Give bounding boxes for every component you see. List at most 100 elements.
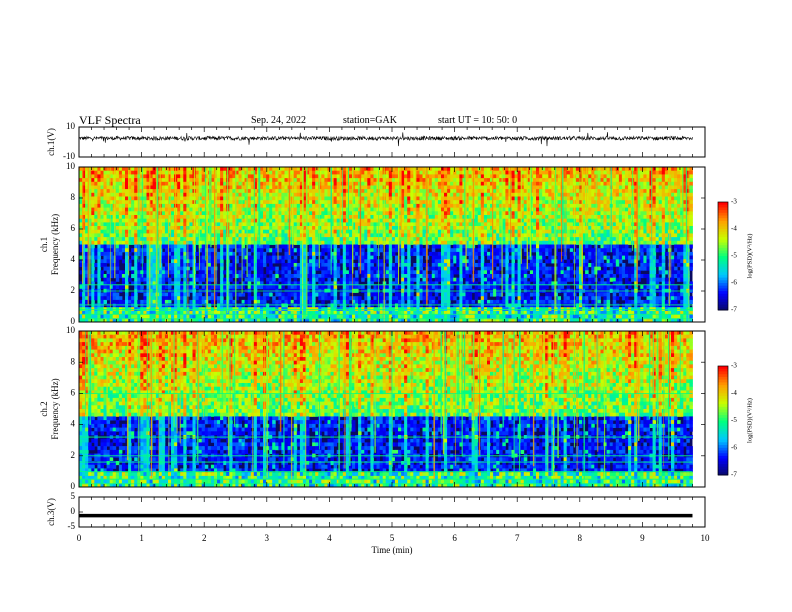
spectrogram-cell	[250, 207, 255, 212]
spectrogram-cell	[168, 237, 172, 242]
spectrogram-cell	[293, 281, 298, 286]
spectrogram-cell	[444, 192, 448, 197]
spectrogram-cell	[241, 266, 246, 271]
spectrogram-cell	[330, 196, 334, 201]
spectrogram-cell	[183, 251, 187, 256]
spectrogram-cell	[269, 281, 273, 286]
spectrogram-cell	[183, 222, 187, 227]
spectrogram-cell	[309, 299, 313, 304]
spectrogram-cell	[281, 215, 285, 220]
spectrogram-cell	[339, 196, 344, 201]
spectrogram-cell	[459, 181, 463, 186]
spectrogram-cell	[198, 192, 203, 197]
spectrogram-cell	[394, 299, 399, 304]
spectrogram-cell	[336, 255, 341, 260]
spectrogram-cell	[434, 203, 439, 208]
spectrogram-cell	[183, 240, 187, 245]
spectrogram-cell	[302, 185, 307, 190]
spectrogram-cell	[312, 251, 316, 256]
spectrogram-cell	[118, 244, 123, 249]
spectrogram-cell	[453, 240, 457, 245]
spectrogram-cell	[195, 274, 200, 279]
spectrogram-cell	[195, 185, 200, 190]
spectrogram-cell	[241, 270, 246, 275]
spectrogram-cell	[217, 229, 221, 234]
spectrogram-cell	[315, 178, 319, 183]
spectrogram-cell	[327, 277, 331, 282]
spectrogram-cell	[278, 240, 282, 245]
spectrogram-cell	[266, 292, 270, 297]
spectrogram-cell	[229, 233, 233, 238]
spectrogram-cell	[79, 226, 83, 231]
spectrogram-cell	[171, 251, 175, 256]
spectrogram-cell	[431, 233, 436, 238]
spectrogram-cell	[137, 274, 141, 279]
spectrogram-cell	[404, 218, 408, 223]
spectrogram-cell	[302, 200, 307, 205]
spectrogram-cell	[444, 263, 448, 268]
spectrogram-cell	[309, 233, 313, 238]
spectrogram-cell	[281, 200, 285, 205]
spectrogram-cell	[232, 189, 236, 194]
spectrogram-cell	[250, 285, 255, 290]
spectrogram-cell	[404, 263, 408, 268]
spectrogram-cell	[407, 270, 411, 275]
spectrogram-cell	[422, 207, 426, 212]
spectrogram-cell	[168, 226, 172, 231]
spectrogram-cell	[278, 314, 282, 319]
spectrogram-cell	[214, 318, 218, 323]
spectrogram-cell	[244, 255, 249, 260]
spectrogram-cell	[152, 270, 157, 275]
spectrogram-cell	[146, 178, 150, 183]
spectrogram-cell	[456, 263, 460, 268]
spectrogram-cell	[161, 318, 166, 323]
spectrogram-cell	[229, 200, 233, 205]
spectrogram-cell	[131, 211, 135, 216]
spectrogram-cell	[210, 196, 215, 201]
spectrogram-cell	[339, 240, 344, 245]
spectrogram-cell	[385, 314, 390, 319]
spectrogram-cell	[278, 303, 282, 308]
spectrogram-cell	[91, 203, 95, 208]
spectrogram-cell	[253, 251, 258, 256]
spectrogram-cell	[247, 222, 252, 227]
spectrogram-cell	[364, 244, 368, 249]
spectrogram-cell	[223, 203, 227, 208]
spectrogram-cell	[385, 229, 390, 234]
spectrogram-cell	[419, 292, 423, 297]
spectrogram-cell	[352, 167, 356, 172]
spectrogram-cell	[183, 170, 187, 175]
spectrogram-cell	[201, 240, 206, 245]
spectrogram-cell	[388, 218, 393, 223]
spectrogram-cell	[441, 277, 445, 282]
spectrogram-cell	[309, 174, 313, 179]
spectrogram-cell	[171, 237, 175, 242]
spectrogram-cell	[250, 263, 255, 268]
spectrogram-cell	[324, 259, 328, 264]
spectrogram-cell	[302, 178, 307, 183]
spectrogram-cell	[232, 203, 236, 208]
spectrogram-cell	[394, 192, 399, 197]
spectrogram-cell	[256, 299, 261, 304]
spectrogram-cell	[198, 178, 203, 183]
spectrogram-cell	[456, 255, 460, 260]
spectrogram-cell	[152, 251, 157, 256]
spectrogram-cell	[333, 207, 338, 212]
spectrogram-cell	[456, 203, 460, 208]
spectrogram-cell	[373, 196, 377, 201]
spectrogram-cell	[287, 277, 292, 282]
spectrogram-cell	[355, 226, 359, 231]
spectrogram-cell	[281, 218, 285, 223]
spectrogram-cell	[434, 240, 439, 245]
spectrogram-cell	[364, 170, 368, 175]
spectrogram-cell	[388, 270, 393, 275]
spectrogram-cell	[284, 226, 288, 231]
spectrogram-cell	[269, 203, 273, 208]
spectrogram-cell	[367, 185, 371, 190]
spectrogram-cell	[134, 200, 138, 205]
spectrogram-cell	[275, 211, 279, 216]
spectrogram-cell	[407, 192, 411, 197]
spectrogram-cell	[447, 259, 451, 264]
spectrogram-cell	[419, 215, 423, 220]
spectrogram-cell	[143, 274, 147, 279]
